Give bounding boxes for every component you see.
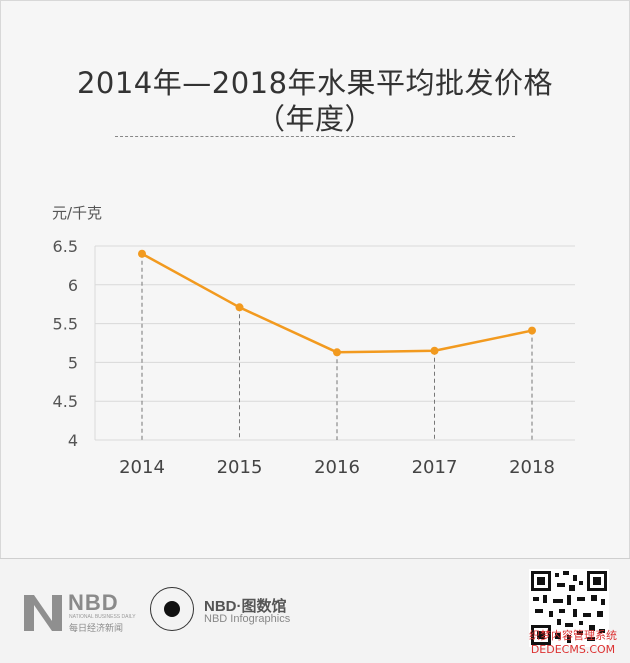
watermark-line2: DEDECMS.COM bbox=[530, 643, 616, 656]
chart-title-line1: 2014年—2018年水果平均批发价格 bbox=[76, 66, 554, 100]
x-tick-2: 2016 bbox=[314, 457, 360, 478]
nbd-logo-text: NBD bbox=[68, 590, 119, 615]
watermark-line1: 织梦内容管理系统 bbox=[529, 629, 617, 642]
grid-lines bbox=[94, 245, 575, 441]
x-tick-0: 2014 bbox=[119, 457, 165, 478]
series-line bbox=[141, 252, 533, 354]
title-divider bbox=[115, 136, 515, 137]
data-point-2017 bbox=[430, 346, 439, 355]
x-tick-labels: 2014 2015 2016 2017 2018 bbox=[119, 457, 555, 478]
infographics-subtitle: NBD Infographics bbox=[204, 613, 291, 625]
infographics-logo-icon bbox=[150, 587, 194, 631]
qr-code-icon bbox=[529, 569, 609, 647]
x-tick-1: 2015 bbox=[217, 457, 263, 478]
y-tick-5: 6.5 bbox=[53, 237, 78, 256]
nbd-chinese-name: 每日经济新闻 bbox=[69, 624, 124, 634]
y-tick-0: 4 bbox=[68, 431, 78, 450]
series-polyline bbox=[141, 252, 533, 354]
y-tick-1: 4.5 bbox=[53, 392, 78, 411]
footer-divider bbox=[0, 558, 630, 559]
data-point-2014 bbox=[138, 249, 146, 258]
chart-title-line2: （年度） bbox=[255, 102, 374, 136]
watermark: 织梦内容管理系统 DEDECMS.COM bbox=[516, 629, 630, 657]
data-point-2015 bbox=[235, 303, 244, 312]
nbd-english-name: NATIONAL BUSINESS DAILY bbox=[69, 614, 136, 620]
x-tick-3: 2017 bbox=[412, 457, 458, 478]
nbd-logo-icon bbox=[24, 595, 62, 631]
y-tick-3: 5.5 bbox=[53, 315, 78, 334]
data-point-2018 bbox=[528, 326, 536, 335]
data-points bbox=[138, 249, 536, 357]
y-tick-4: 6 bbox=[68, 276, 78, 295]
x-tick-4: 2018 bbox=[509, 457, 555, 478]
drop-lines bbox=[141, 253, 533, 440]
y-axis-label: 元/千克 bbox=[52, 204, 102, 222]
line-chart: 元/千克 4 4.5 5 5.5 6 6.5 2014 2015 2016 2017 2018 bbox=[52, 204, 575, 478]
infographics-title: NBD·图数馆 bbox=[204, 598, 287, 615]
data-point-2016 bbox=[333, 348, 341, 357]
y-tick-labels: 4 4.5 5 5.5 6 6.5 bbox=[53, 237, 78, 450]
footer: NBD NATIONAL BUSINESS DAILY 每日经济新闻 NBD·图… bbox=[0, 559, 630, 663]
y-tick-2: 5 bbox=[68, 353, 78, 372]
